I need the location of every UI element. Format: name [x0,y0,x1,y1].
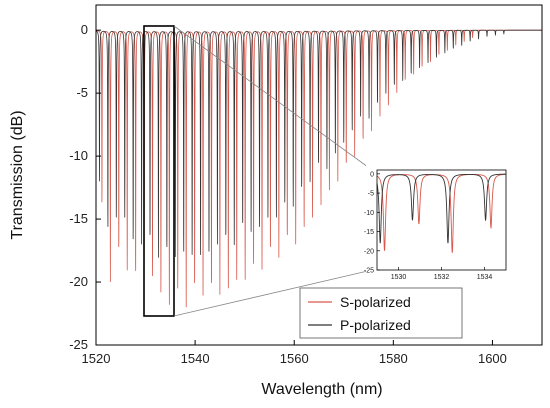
legend-box [299,287,463,339]
x-tick-label: 1520 [82,351,111,366]
x-tick-label: 1600 [478,351,507,366]
y-tick-label: -25 [69,337,88,352]
zoom-connector-top [173,25,373,171]
inset-y-tick-label: -25 [364,268,374,275]
inset-y-tick-label: 0 [370,171,374,178]
zoom-connector-bottom [173,269,373,317]
y-tick-label: -10 [69,148,88,163]
y-tick-label: -20 [69,274,88,289]
inset-x-tick-label: 1532 [434,274,450,281]
inset-x-tick-label: 1530 [391,274,407,281]
legend-label-s-polarized: S-polarized [340,294,411,310]
p-polarized-line [95,29,543,258]
inset-y-tick-label: -15 [364,229,374,236]
inset-x-tick-label: 1534 [477,274,493,281]
inset-y-tick-label: -5 [368,191,374,198]
inset-p-polarized-line [376,173,506,244]
x-tick-label: 1580 [379,351,408,366]
inset-y-tick-label: -20 [364,248,374,255]
y-tick-label: -5 [76,85,88,100]
x-tick-label: 1560 [280,351,309,366]
plot-frame [95,4,543,346]
legend: S-polarized P-polarized [299,287,463,339]
y-axis-ticks: 0 -5 -10 -15 -20 -25 [69,22,101,352]
inset-background [366,152,516,277]
inset-y-axis-ticks: 0 -5 -10 -15 -20 -25 [364,171,380,275]
y-tick-label: 0 [81,22,88,37]
inset-x-axis-ticks: 1530 1532 1534 [391,267,493,281]
x-axis-title: Wavelength (nm) [261,381,382,398]
x-tick-label: 1540 [181,351,210,366]
legend-label-p-polarized: P-polarized [340,317,411,333]
x-axis-ticks: 1520 1540 1560 1580 1600 [82,340,507,366]
y-axis-title: Transmission (dB) [9,110,26,239]
inset-y-tick-label: -10 [364,210,374,217]
inset-zoom-chart: 1530 1532 1534 0 -5 -10 -15 -20 -25 [364,152,516,281]
zoom-highlight-box [143,25,175,317]
y-tick-label: -15 [69,211,88,226]
